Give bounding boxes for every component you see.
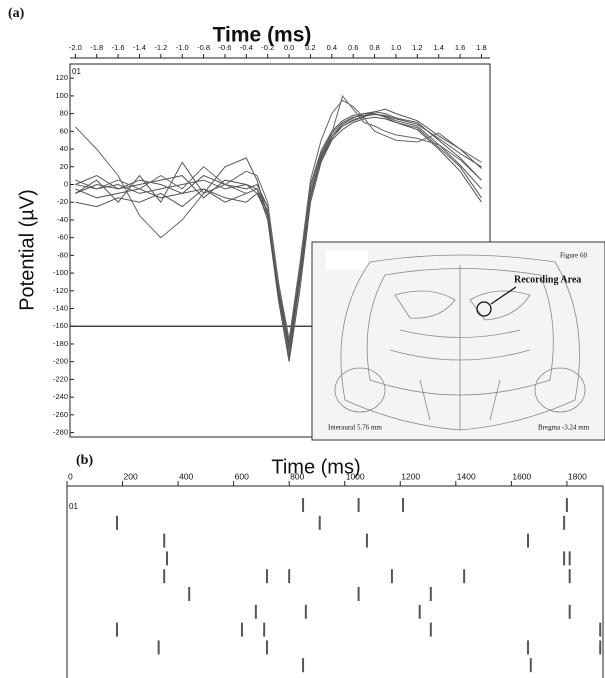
x-tick-label: 1.2 [412,43,422,52]
y-tick-label: -160 [53,321,68,330]
y-axis-label: Potential (µV) [16,189,38,311]
x-tick-label: 1.4 [433,43,443,52]
y-tick-label: 40 [60,144,68,153]
x-tick-label: -0.2 [261,43,274,52]
x-tick-label: -1.6 [112,43,125,52]
x-tick-label: 0 [68,471,73,481]
recording-circle [476,301,492,317]
x-tick-label: 0.2 [305,43,315,52]
chart-title: Time (ms) [213,24,312,47]
y-tick-label: -140 [53,304,68,313]
region [534,367,586,413]
x-tick-label: -0.6 [218,43,231,52]
x-tick-label: 1400 [457,471,476,481]
trace [75,113,482,345]
atlas-lines [389,265,531,430]
y-tick-label: -20 [57,197,68,206]
x-tick-label: 0.8 [369,43,379,52]
panel-label: (a) [8,6,25,21]
x-tick-label: 400 [179,471,193,481]
annotation: Recording Area [514,274,581,285]
corner-label: 01 [69,502,78,511]
plot-a: -2.0 -1.8 -1.6 -1.4 -1.2 -1.0 -0.8 -0.6 -0.4 -0.2… [53,43,490,437]
arrow [490,286,517,305]
trace [74,99,482,340]
y-tick-label: -220 [53,374,68,383]
x-tick-label: 1.6 [455,43,465,52]
region [334,367,386,413]
x-tick-label: 1800 [568,471,587,481]
trace [75,94,482,353]
chart-title: Time (ms) [271,456,360,478]
x-tick-label: 1600 [512,471,531,481]
x-tick-label: 0.4 [327,43,337,52]
x-tick-label: -1.2 [154,43,167,52]
corner-label: 01 [72,67,81,76]
y-tick-label: -200 [53,357,68,366]
panel-label: (b) [76,453,93,468]
y-tick-label: -40 [57,215,68,224]
atlas-inset: Figure 60 Recording Area Interaural 5.76… [311,241,605,441]
x-tick-label: -0.8 [197,43,210,52]
y-tick-label: -60 [57,233,68,242]
y-tick-label: 80 [60,109,68,118]
hippocampus [394,290,531,321]
x-tick-label: -1.4 [133,43,146,52]
x-tick-label: -1.8 [90,43,103,52]
brain-outline [340,254,580,431]
y-tick-label: 0 [64,179,68,188]
y-tick-label: -280 [53,428,68,437]
inset-figure: Figure 60 [560,252,588,260]
x-tick-label: 800 [290,471,304,481]
trace [75,108,482,349]
y-tick-label: -80 [57,250,68,259]
x-tick-label: 1.0 [391,43,401,52]
y-tick-label: 20 [60,162,68,171]
x-tick-label: 0.6 [348,43,358,52]
inset-frame [311,241,605,441]
x-tick-label: 200 [124,471,138,481]
y-tick-label: 60 [60,126,68,135]
x-tick-label: 1.8 [476,43,486,52]
x-tick-label: 0.0 [284,43,294,52]
inset-thumbnail [326,250,368,270]
plot-b: 0 200 400 600 800 1000 1200 1400 1600 1800 [66,471,602,673]
x-tick-label: 600 [235,471,249,481]
y-tick-label: -120 [53,286,68,295]
x-tick-label: -0.4 [240,43,253,52]
inset-note: Interaural 5.76 mm [328,424,382,432]
inset-note: Bregma -3.24 mm [538,424,590,432]
x-tick-label: -2.0 [69,43,82,52]
brain-inner [366,268,554,396]
y-tick-label: 120 [55,73,68,82]
y-tick-label: -180 [53,339,68,348]
y-tick-label: -260 [53,410,68,419]
x-tick-label: 1200 [401,471,420,481]
trace [75,116,482,362]
y-tick-label: -240 [53,392,68,401]
x-tick-label: 1000 [346,471,365,481]
y-tick-label: 100 [55,91,68,100]
x-tick-label: -1.0 [176,43,189,52]
y-tick-label: -100 [53,268,68,277]
